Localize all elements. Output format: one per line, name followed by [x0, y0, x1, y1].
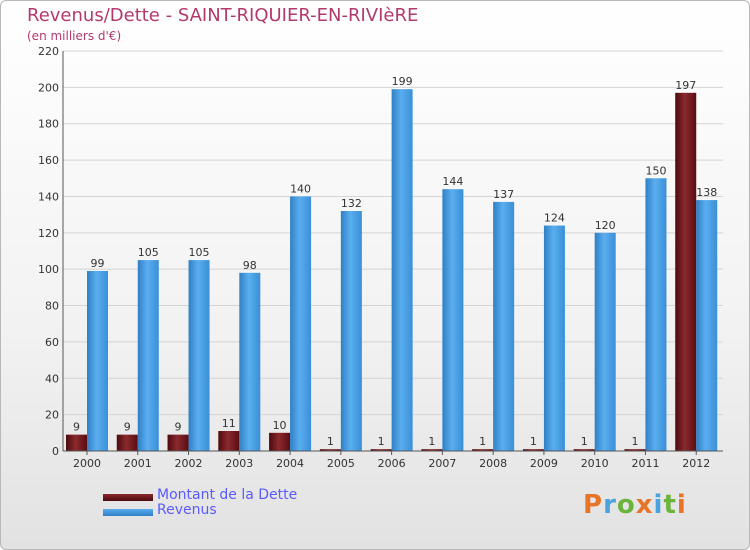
legend-label-revenus: Revenus	[157, 502, 217, 518]
bar-revenus	[340, 211, 362, 451]
x-tick-label: 2008	[479, 457, 507, 470]
y-tick-label: 120	[38, 227, 59, 240]
bar-dette	[421, 449, 443, 451]
x-tick-label: 2002	[175, 457, 203, 470]
data-label-revenus: 144	[442, 175, 463, 188]
logo-letter: x	[635, 490, 654, 520]
data-label-dette: 9	[175, 421, 182, 434]
bar-revenus	[239, 272, 261, 451]
y-tick-label: 160	[38, 154, 59, 167]
data-label-revenus: 140	[290, 182, 311, 195]
data-label-dette: 1	[428, 435, 435, 448]
bar-revenus	[594, 232, 616, 451]
y-tick-label: 220	[38, 45, 59, 58]
bars-layer	[66, 89, 718, 452]
bar-revenus	[493, 201, 515, 451]
data-label-dette: 9	[73, 421, 80, 434]
data-label-revenus: 137	[493, 188, 514, 201]
y-tick-label: 20	[45, 409, 59, 422]
bar-dette	[66, 434, 87, 451]
y-tick-label: 40	[45, 372, 59, 385]
bar-revenus	[645, 178, 667, 452]
logo-letter: t	[663, 490, 677, 520]
x-tick-label: 2012	[682, 457, 710, 470]
y-tick-label: 100	[38, 263, 59, 276]
data-label-dette: 1	[631, 435, 638, 448]
bar-dette	[573, 449, 595, 451]
logo-letter: P	[583, 490, 604, 520]
logo-letter: i	[653, 490, 664, 520]
data-label-dette: 1	[378, 435, 385, 448]
bar-dette	[167, 434, 189, 451]
logo-letter: o	[616, 490, 636, 520]
bar-dette	[522, 449, 544, 451]
data-label-revenus: 98	[243, 259, 257, 272]
bar-revenus	[696, 200, 718, 451]
data-label-revenus: 120	[595, 219, 616, 232]
data-label-revenus: 199	[392, 75, 413, 88]
bar-dette	[624, 449, 646, 451]
data-label-revenus: 105	[189, 246, 210, 259]
y-tick-label: 60	[45, 336, 59, 349]
x-tick-label: 2004	[276, 457, 304, 470]
x-tick-label: 2001	[124, 457, 152, 470]
bar-dette	[269, 432, 291, 451]
data-label-dette: 10	[273, 419, 287, 432]
bar-revenus	[188, 260, 210, 451]
y-tick-label: 140	[38, 190, 59, 203]
y-tick-label: 0	[52, 445, 59, 458]
data-label-revenus: 99	[91, 257, 105, 270]
x-tick-label: 2005	[327, 457, 355, 470]
bar-revenus	[137, 260, 159, 451]
y-tick-label: 80	[45, 300, 59, 313]
data-label-revenus: 132	[341, 197, 362, 210]
bar-dette	[319, 449, 341, 451]
data-label-dette: 1	[581, 435, 588, 448]
x-tick-label: 2006	[378, 457, 406, 470]
data-label-revenus: 105	[138, 246, 159, 259]
y-tick-label: 180	[38, 118, 59, 131]
data-label-revenus: 124	[544, 212, 565, 225]
y-tick-label: 200	[38, 81, 59, 94]
legend-label-dette: Montant de la Dette	[157, 487, 298, 503]
bar-revenus	[543, 225, 565, 451]
bar-dette	[675, 92, 697, 452]
labels-layer: 0204060801001201401601802002209992000910…	[38, 45, 717, 470]
proxiti-logo: Proxiti	[583, 490, 687, 520]
bar-dette	[218, 431, 240, 451]
legend-swatch-dette	[103, 494, 153, 501]
chart-title: Revenus/Dette - SAINT-RIQUIER-EN-RIVIèRE	[27, 5, 419, 26]
data-label-dette: 1	[479, 435, 486, 448]
x-tick-label: 2000	[73, 457, 101, 470]
logo-letter: r	[603, 490, 617, 520]
data-label-dette: 197	[675, 79, 696, 92]
data-label-dette: 11	[222, 417, 236, 430]
data-label-revenus: 150	[645, 164, 666, 177]
bar-revenus	[442, 189, 464, 451]
data-label-dette: 1	[530, 435, 537, 448]
x-tick-label: 2009	[530, 457, 558, 470]
bar-revenus	[87, 271, 108, 451]
x-tick-label: 2003	[225, 457, 253, 470]
bar-dette	[472, 449, 494, 451]
logo-letter: i	[676, 490, 687, 520]
chart-subtitle: (en milliers d'€)	[27, 29, 122, 43]
legend-swatch-revenus	[103, 509, 153, 516]
bar-revenus	[391, 89, 413, 451]
bar-dette	[370, 449, 392, 451]
axis-layer	[62, 51, 723, 455]
data-label-dette: 1	[327, 435, 334, 448]
data-label-dette: 9	[124, 421, 131, 434]
x-tick-label: 2007	[428, 457, 456, 470]
x-tick-label: 2010	[581, 457, 609, 470]
bar-revenus	[290, 196, 312, 451]
bar-dette	[116, 434, 138, 451]
x-tick-label: 2011	[631, 457, 659, 470]
data-label-revenus: 138	[696, 186, 717, 199]
